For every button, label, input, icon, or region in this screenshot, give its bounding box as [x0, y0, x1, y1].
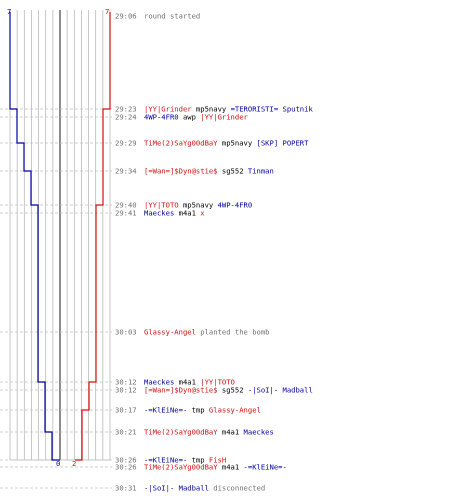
event-time: 30:12 [115, 386, 137, 395]
ct-player-name: -=KlEiNe=- [144, 406, 187, 415]
ct-player-name: Maeckes [244, 428, 274, 437]
event-log: 29:06 round started 29:23 |YY|Grinder mp5na… [115, 12, 313, 493]
event-time: 29:29 [115, 139, 137, 148]
event-message: -=KlEiNe=- tmp Glassy-Angel [144, 406, 261, 415]
t-player-name: [=Wan=]$Dyn@stie$ [144, 167, 218, 176]
ct-start-count: 7 [7, 7, 11, 16]
t-alive-step-line [75, 12, 111, 461]
event-time: 29:23 [115, 105, 137, 114]
ct-player-name: -|SoI|- Madball [144, 484, 209, 493]
event-message: |YY|TOTO mp5navy 4WP-4FR0 [144, 201, 252, 210]
event-time: 29:40 [115, 201, 137, 210]
ct-player-name: Maeckes [144, 378, 174, 387]
t-player-name: Glassy-Angel [144, 328, 196, 337]
event-description: round started [144, 12, 200, 21]
event-time: 29:41 [115, 209, 137, 218]
ct-alive-step-line [9, 12, 60, 461]
weapon-name: m4a1 [218, 428, 244, 437]
event-time: 30:21 [115, 428, 137, 437]
event-time: 29:34 [115, 167, 137, 176]
weapon-name: mp5navy [218, 139, 257, 148]
event-message: [=Wan=]$Dyn@stie$ sg552 -|SoI|- Madball [144, 386, 313, 395]
event-message: TiMe(2)SaYg00dBaY mp5navy [SKP] POPERT [144, 139, 309, 148]
event-description: disconnected [209, 484, 265, 493]
t-player-name: |YY|Grinder [144, 105, 192, 114]
weapon-name: awp [179, 113, 201, 122]
t-player-name: [=Wan=]$Dyn@stie$ [144, 386, 218, 395]
event-message: -=KlEiNe=- tmp FisH [144, 456, 226, 465]
event-message: TiMe(2)SaYg00dBaY m4a1 -=KlEiNe=- [144, 463, 287, 472]
event-message: |YY|Grinder mp5navy =TERORISTI= Sputnik [144, 105, 313, 114]
event-message: Glassy-Angel planted the bomb [144, 328, 270, 337]
weapon-name: tmp [187, 456, 209, 465]
event-time: 30:26 [115, 456, 137, 465]
event-description: planted the bomb [196, 328, 270, 337]
event-message: Maeckes m4a1 x [144, 209, 205, 218]
t-player-name: TiMe(2)SaYg00dBaY [144, 463, 218, 472]
event-message: -|SoI|- Madball disconnected [144, 484, 265, 493]
weapon-name: m4a1 [174, 209, 200, 218]
weapon-name: mp5navy [192, 105, 231, 114]
t-player-name: FisH [209, 456, 226, 465]
event-time: 30:17 [115, 406, 137, 415]
event-time: 29:06 [115, 12, 137, 21]
ct-player-name: Maeckes [144, 209, 174, 218]
t-player-name: TiMe(2)SaYg00dBaY [144, 428, 218, 437]
ct-player-name: 4WP-4FR0 [144, 113, 179, 122]
t-player-name: Glassy-Angel [209, 406, 261, 415]
event-time: 30:03 [115, 328, 137, 337]
ct-end-count: 0 [56, 459, 60, 468]
t-end-count: 2 [72, 459, 76, 468]
weapon-name: mp5navy [179, 201, 218, 210]
ct-player-name: =TERORISTI= Sputnik [231, 105, 314, 114]
event-time: 30:26 [115, 463, 137, 472]
weapon-name: m4a1 [218, 463, 244, 472]
event-time: 30:12 [115, 378, 137, 387]
t-start-count: 7 [105, 7, 109, 16]
t-player-name: x [200, 209, 205, 218]
event-guide-lines [0, 108, 112, 489]
event-message: TiMe(2)SaYg00dBaY m4a1 Maeckes [144, 428, 274, 437]
ct-player-name: -=KlEiNe=- [244, 463, 287, 472]
player-count-grid [9, 10, 111, 461]
t-player-name: |YY|TOTO [200, 378, 235, 387]
ct-player-name: 4WP-4FR0 [218, 201, 253, 210]
t-player-name: |YY|Grinder [200, 113, 248, 122]
t-player-name: |YY|TOTO [144, 201, 179, 210]
weapon-name: sg552 [218, 386, 248, 395]
ct-player-name: -=KlEiNe=- [144, 456, 187, 465]
weapon-name: sg552 [218, 167, 248, 176]
event-message: round started [144, 12, 200, 21]
event-time: 30:31 [115, 484, 137, 493]
event-time: 29:24 [115, 113, 137, 122]
ct-player-name: -|SoI|- Madball [248, 386, 313, 395]
t-player-name: TiMe(2)SaYg00dBaY [144, 139, 218, 148]
event-message: 4WP-4FR0 awp |YY|Grinder [144, 113, 249, 122]
ct-player-name: Tinman [248, 167, 274, 176]
ct-player-name: [SKP] POPERT [257, 139, 310, 148]
weapon-name: m4a1 [174, 378, 200, 387]
event-message: Maeckes m4a1 |YY|TOTO [144, 378, 235, 387]
weapon-name: tmp [187, 406, 209, 415]
event-message: [=Wan=]$Dyn@stie$ sg552 Tinman [144, 167, 274, 176]
